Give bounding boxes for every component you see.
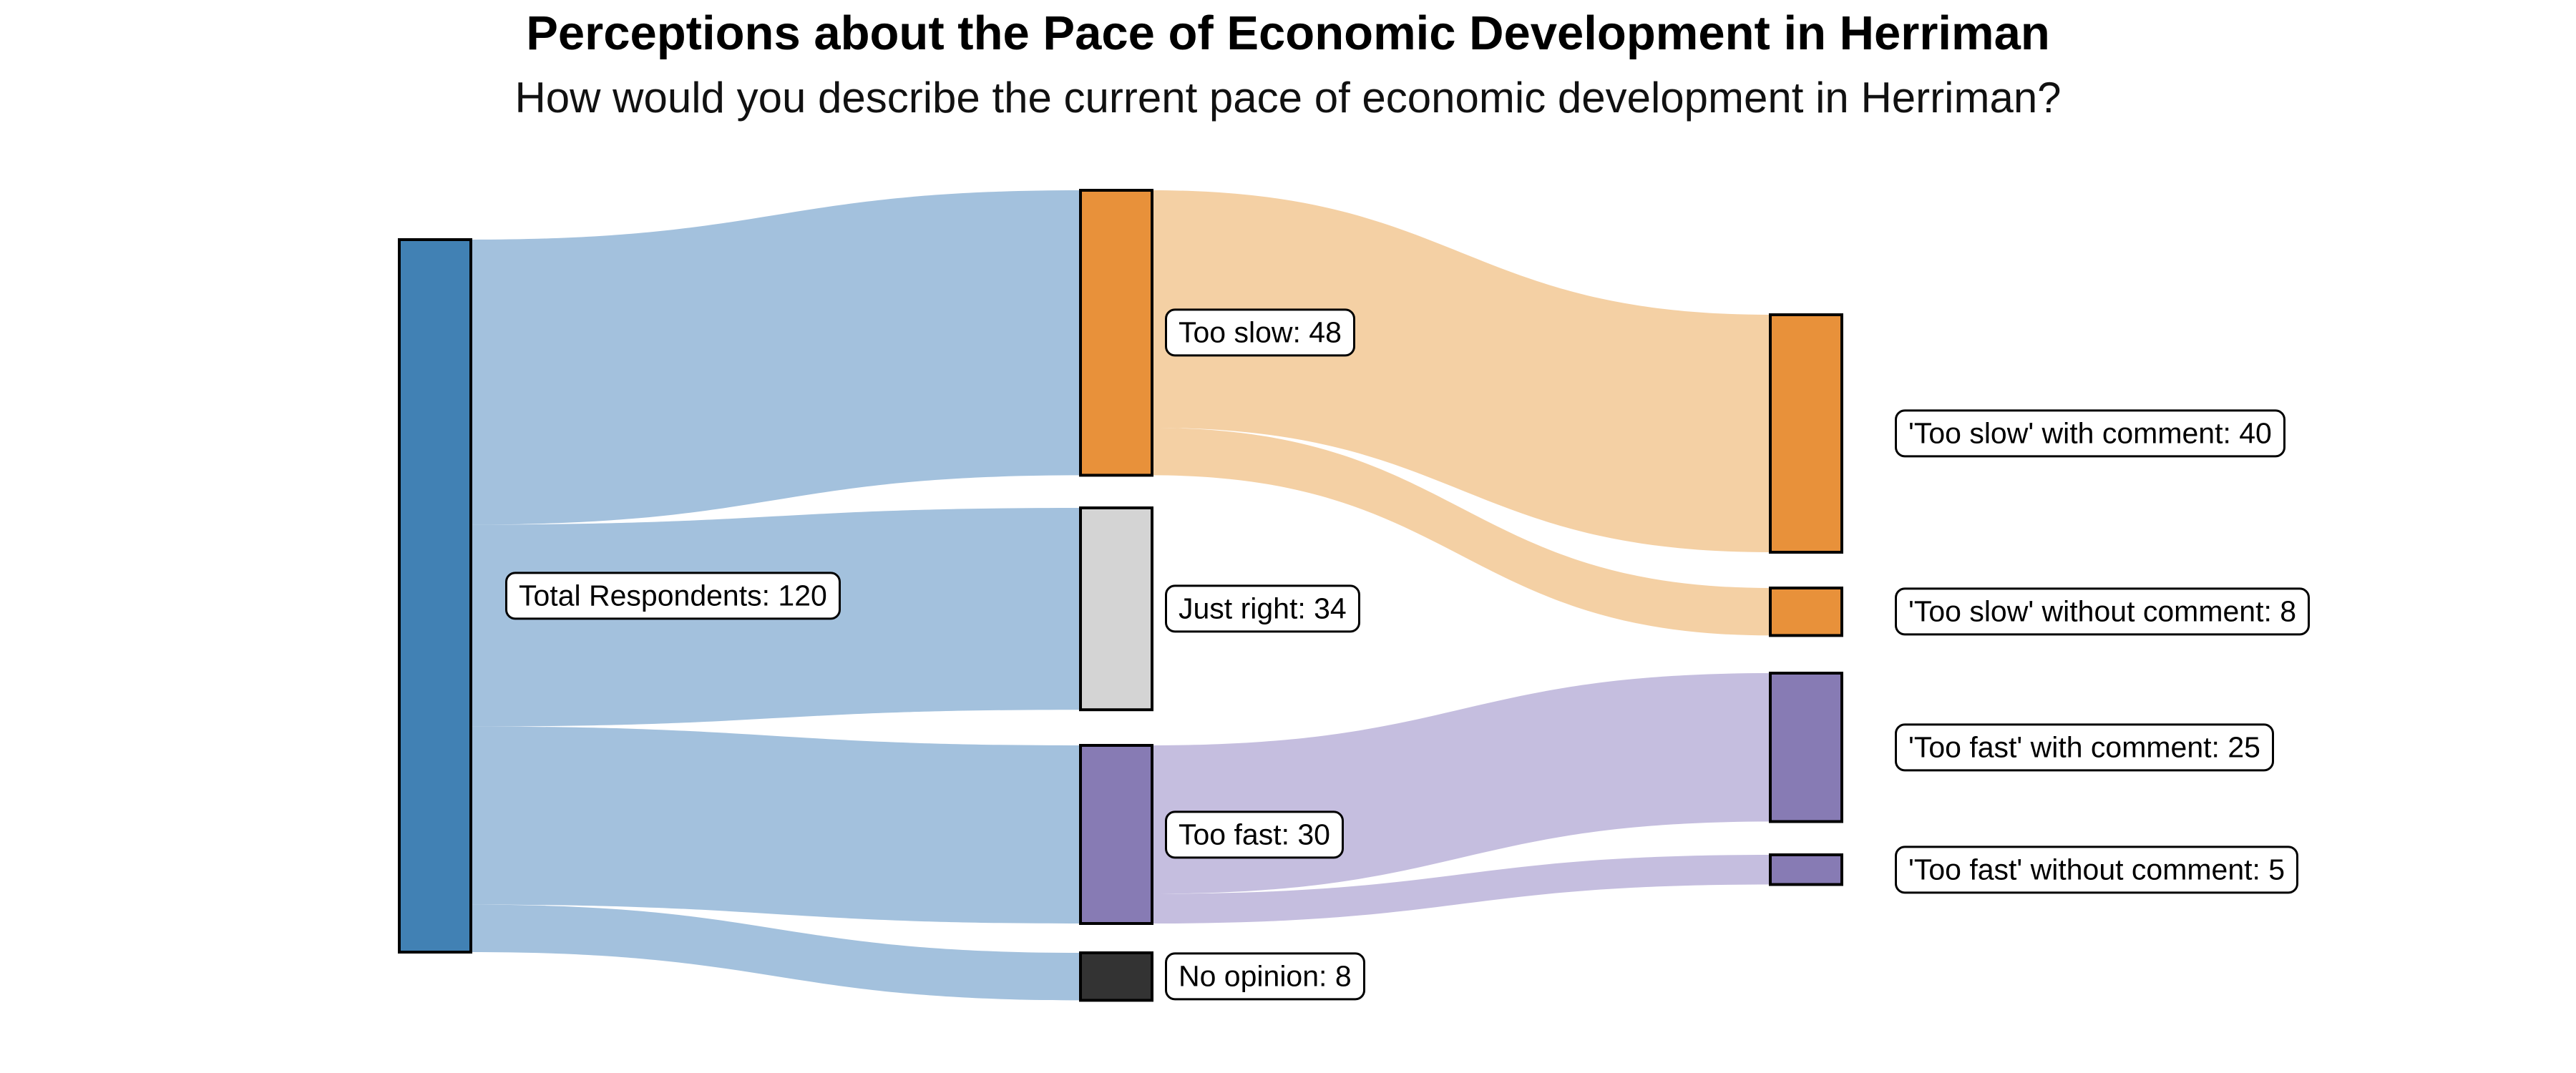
- link-total-to-no_opinion: [471, 904, 1080, 1001]
- chart-title: Perceptions about the Pace of Economic D…: [526, 6, 2050, 60]
- link-too_slow-to-ts_with: [1152, 190, 1770, 552]
- node-too_slow: [1079, 189, 1153, 477]
- link-too_slow-to-ts_without: [1152, 428, 1770, 636]
- node-just_right: [1079, 506, 1153, 712]
- chart-subtitle: How would you describe the current pace …: [514, 74, 2062, 122]
- link-total-to-just_right: [471, 508, 1080, 727]
- node-total: [398, 238, 472, 954]
- link-too_fast-to-tf_without: [1152, 855, 1770, 923]
- node-ts_without: [1769, 587, 1843, 637]
- link-total-to-too_slow: [471, 190, 1080, 525]
- link-total-to-too_fast: [471, 726, 1080, 923]
- node-tf_without: [1769, 853, 1843, 886]
- node-too_fast: [1079, 744, 1153, 925]
- node-ts_with: [1769, 313, 1843, 554]
- node-no_opinion: [1079, 951, 1153, 1002]
- node-tf_with: [1769, 672, 1843, 823]
